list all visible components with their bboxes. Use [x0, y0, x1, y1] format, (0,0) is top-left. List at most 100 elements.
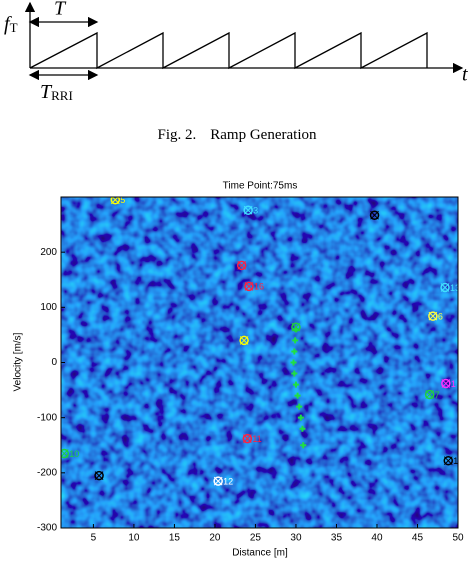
target-cross — [239, 336, 249, 345]
x-tick-label: 5 — [91, 533, 97, 544]
target-cross — [243, 205, 253, 215]
target — [94, 470, 104, 481]
target: 16 — [244, 281, 264, 292]
track-point — [294, 392, 301, 399]
y-label-sub: T — [10, 20, 18, 35]
track-point — [300, 442, 307, 449]
target-label: 11 — [252, 434, 261, 444]
rri-label-sub: RRI — [51, 88, 73, 103]
target-label: 1 — [451, 379, 456, 389]
target — [239, 335, 249, 346]
target: 6 — [428, 311, 443, 322]
rri-label: TRRI — [40, 81, 73, 103]
target-marker — [242, 433, 253, 444]
y-tick-label: 100 — [40, 302, 57, 313]
target-marker — [424, 389, 435, 400]
track-point — [296, 403, 303, 410]
target-label: 13 — [450, 283, 460, 293]
target-marker — [94, 470, 104, 481]
track-point — [291, 370, 298, 377]
track-point — [290, 359, 297, 366]
target-cross — [443, 456, 453, 466]
target-cross — [213, 476, 223, 486]
target: 1 — [441, 378, 456, 389]
target-marker — [239, 335, 249, 346]
y-label-main: f — [4, 13, 12, 35]
target-marker — [243, 205, 253, 215]
x-tick-label: 25 — [250, 533, 262, 544]
target — [291, 322, 301, 332]
target-label: 12 — [223, 476, 233, 486]
track-point — [297, 414, 304, 421]
target-marker — [213, 476, 223, 486]
target-cross — [237, 261, 247, 270]
target: 11 — [242, 433, 262, 444]
target-cross — [291, 322, 301, 332]
x-tick-label: 10 — [128, 533, 140, 544]
target: 7 — [424, 389, 440, 400]
caption-number: Fig. 2. — [158, 127, 197, 143]
x-label: t — [462, 64, 468, 86]
target: 14 — [443, 455, 463, 466]
target-cross — [425, 390, 434, 399]
target-cross — [242, 434, 252, 443]
target-marker — [291, 322, 301, 332]
x-tick-label: 40 — [371, 533, 383, 544]
target-marker — [61, 448, 69, 459]
target-cross — [94, 471, 104, 480]
chart-title: Time Point:75ms — [223, 181, 298, 192]
target-label: 6 — [438, 312, 443, 322]
plot: 5 3 16 13 6 1 7 11 10 14 12 — [61, 195, 463, 486]
track-point — [299, 425, 306, 432]
x-tick-label: 15 — [169, 533, 181, 544]
target-label: 10 — [69, 449, 79, 459]
target-marker — [428, 311, 438, 321]
ramp-diagram — [24, 1, 464, 81]
target-marker — [244, 281, 254, 292]
x-tick-label: 20 — [209, 533, 221, 544]
target-cross — [441, 379, 451, 388]
target — [369, 210, 380, 220]
y-tick-label: -100 — [37, 412, 57, 423]
track-point — [292, 337, 299, 344]
x-tick-label: 35 — [331, 533, 343, 544]
target-marker — [440, 282, 450, 293]
target — [236, 260, 247, 271]
target: 3 — [243, 205, 258, 216]
track-point — [292, 381, 299, 388]
target-marker — [441, 378, 451, 389]
heatmap-texture — [61, 197, 458, 528]
target-marker — [369, 210, 380, 220]
target: 12 — [213, 476, 233, 486]
caption: Fig. 2. Ramp Generation — [158, 127, 317, 143]
rri-label-main: T — [40, 81, 53, 103]
track-point — [291, 348, 298, 355]
target-cross — [440, 283, 450, 292]
target-label: 14 — [453, 456, 463, 466]
y-tick-label: 200 — [40, 247, 57, 258]
target-label: 5 — [120, 195, 125, 205]
target-cross — [244, 282, 254, 291]
target-cross — [428, 311, 438, 321]
x-tick-label: 30 — [290, 533, 302, 544]
target: 13 — [440, 282, 460, 293]
y-tick-label: -200 — [37, 467, 57, 478]
target-marker — [110, 197, 121, 205]
x-axis-label: Distance [m] — [232, 548, 288, 559]
x-tick-label: 50 — [452, 533, 464, 544]
x-tick-label: 45 — [412, 533, 424, 544]
y-axis-label: Velocity [m/s] — [13, 332, 24, 391]
target-marker — [236, 260, 247, 271]
caption-text: Ramp Generation — [210, 127, 317, 143]
target-marker — [443, 455, 454, 466]
period-label: T — [54, 0, 67, 20]
target-label: 3 — [253, 206, 258, 216]
y-tick-label: 0 — [51, 357, 57, 368]
target-cross — [370, 210, 379, 220]
ramp — [29, 31, 428, 70]
target-label: 16 — [254, 282, 264, 292]
target-cross — [61, 449, 69, 458]
y-label: fT — [4, 13, 18, 35]
